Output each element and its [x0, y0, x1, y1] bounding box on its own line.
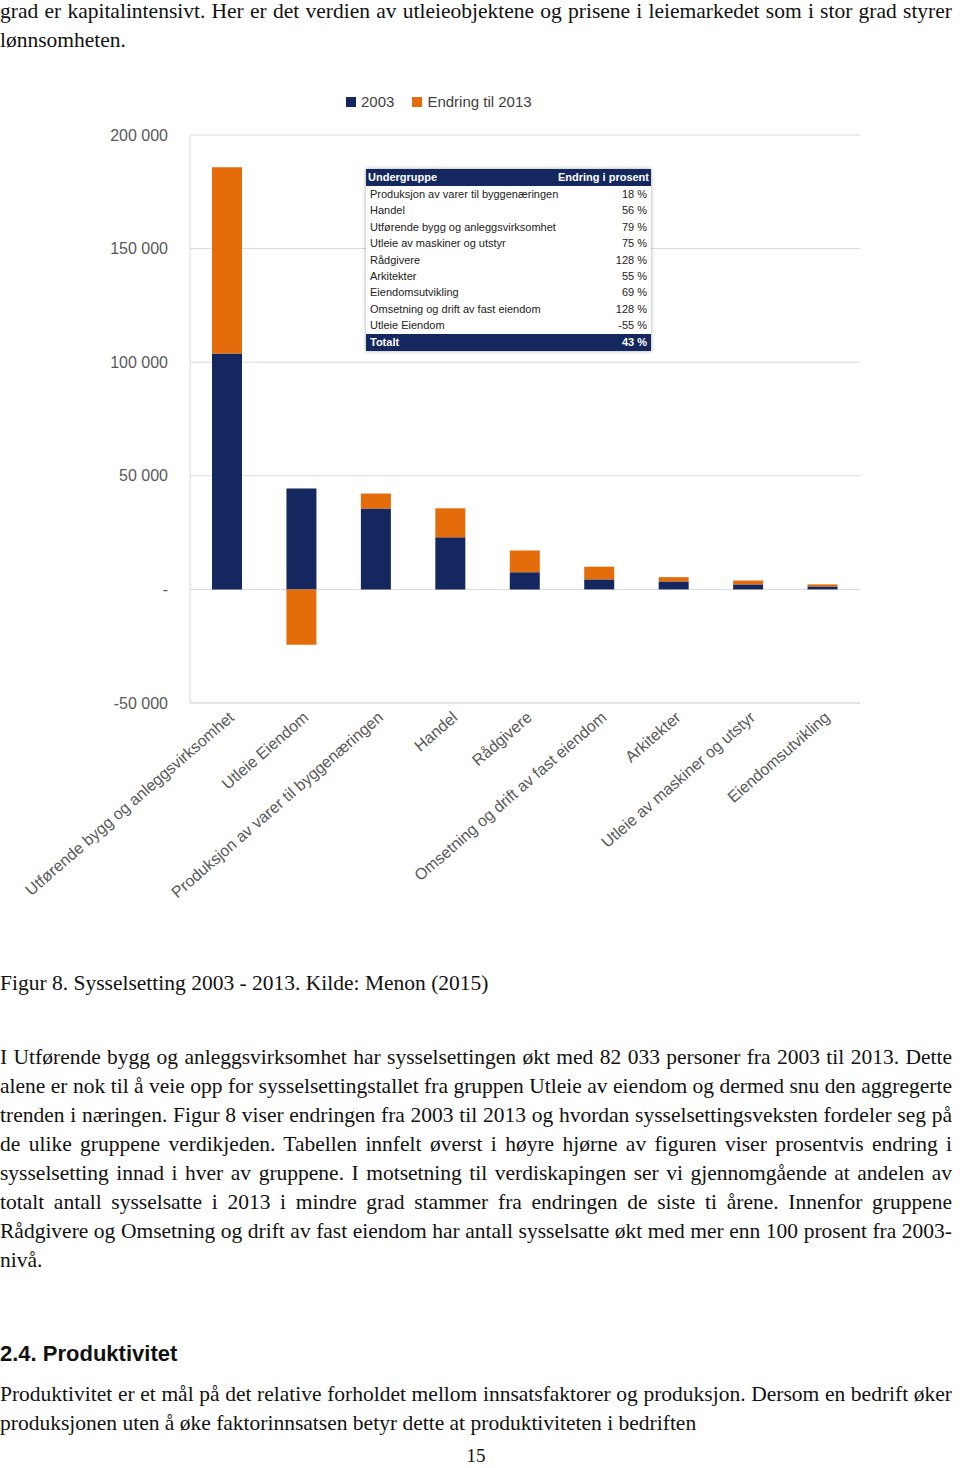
html-text:Endring til 2013: Endring til 2013	[427, 93, 532, 110]
html-text:Produksjon av varer til byggen: Produksjon av varer til byggenæringen	[370, 188, 559, 200]
svg-text:150 000: 150 000	[110, 240, 168, 257]
html-text:Undergruppe: Undergruppe	[368, 171, 438, 183]
html-text:128 %: 128 %	[615, 253, 647, 266]
html-text:2003: 2003	[361, 93, 395, 110]
html-text:69 %: 69 %	[621, 286, 647, 299]
html-text:2.4. Produktivitet: 2.4. Produktivitet	[0, 1341, 178, 1366]
svg-text:Utleie Eiendom: Utleie Eiendom	[218, 708, 312, 793]
html-text:56 %: 56 %	[621, 204, 647, 217]
html-text:Produktivitet er et mål på det: Produktivitet er et mål på det relative …	[0, 1382, 952, 1435]
svg-text:200 000: 200 000	[110, 127, 168, 144]
html-text:Omsetning og drift av fast eie: Omsetning og drift av fast eiendom	[370, 302, 541, 315]
svg-text:Produksjon av varer til byggen: Produksjon av varer til byggenæringen	[168, 708, 386, 901]
html-text:I Utførende bygg og anleggsvir: I Utførende bygg og anleggsvirksomhet ha…	[0, 1045, 952, 1272]
html-text:Endring i prosent: Endring i prosent	[557, 171, 649, 183]
html-text:18 %: 18 %	[621, 188, 647, 200]
svg-text:Utleie av maskiner og utstyr: Utleie av maskiner og utstyr	[598, 708, 759, 851]
html-text:Handel: Handel	[370, 204, 405, 217]
html-text:128 %: 128 %	[615, 302, 647, 315]
svg-text:Eiendomsutvikling: Eiendomsutvikling	[724, 708, 832, 805]
html-text:Eiendomsutvikling: Eiendomsutvikling	[370, 286, 459, 299]
svg-text:Handel: Handel	[411, 708, 460, 754]
html-text:Utleie av maskiner og utstyr: Utleie av maskiner og utstyr	[370, 237, 506, 250]
svg-text:50 000: 50 000	[119, 467, 168, 484]
html-text:79 %: 79 %	[621, 220, 647, 233]
svg-text:Arkitekter: Arkitekter	[622, 708, 685, 766]
html-text:-55 %: -55 %	[618, 319, 647, 332]
html-text:75 %: 75 %	[621, 237, 647, 250]
html-text:Utleie Eiendom: Utleie Eiendom	[370, 319, 445, 332]
svg-text:100 000: 100 000	[110, 354, 168, 371]
svg-text:Utførende bygg og anleggsvirks: Utførende bygg og anleggsvirksomhet	[22, 708, 238, 899]
html-text:Utførende bygg og anleggsvirks: Utførende bygg og anleggsvirksomhet	[370, 220, 556, 233]
html-text:Rådgivere: Rådgivere	[370, 253, 421, 266]
html-text:Figur 8. Sysselsetting 2003 -: Figur 8. Sysselsetting 2003 - 2013. Kild…	[0, 971, 489, 995]
html-text:15: 15	[466, 1445, 486, 1466]
svg-text:-50 000: -50 000	[114, 695, 168, 712]
svg-text:-: -	[163, 581, 168, 598]
html-text:Arkitekter: Arkitekter	[370, 270, 417, 282]
svg-text:Rådgivere: Rådgivere	[469, 708, 535, 769]
html-text:55 %: 55 %	[621, 270, 647, 282]
svg-text:Omsetning og drift av fast eie: Omsetning og drift av fast eiendom	[411, 708, 609, 884]
html-text:43 %: 43 %	[621, 335, 647, 348]
html-text:grad er kapitalintensivt. Her: grad er kapitalintensivt. Her er det ver…	[0, 0, 952, 52]
html-text:Totalt: Totalt	[370, 335, 400, 348]
